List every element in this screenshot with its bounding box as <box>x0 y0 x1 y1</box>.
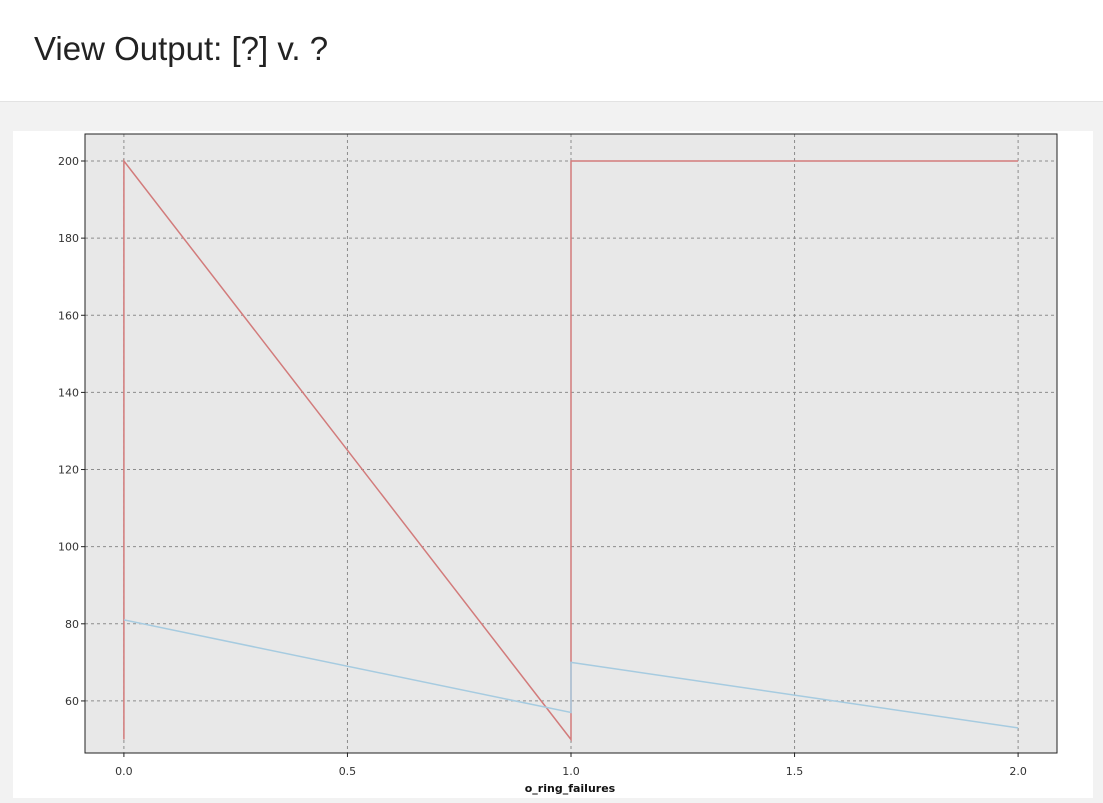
y-tick-label: 100 <box>58 541 79 554</box>
y-tick-label: 80 <box>65 618 79 631</box>
y-tick-label: 120 <box>58 464 79 477</box>
x-tick-label: 0.0 <box>115 765 133 778</box>
x-tick-label: 2.0 <box>1009 765 1027 778</box>
y-tick-label: 140 <box>58 386 79 399</box>
series-line-2 <box>123 619 1019 729</box>
y-tick-label: 160 <box>58 309 79 322</box>
x-tick-label: 0.5 <box>339 765 357 778</box>
y-tick-label: 60 <box>65 695 79 708</box>
page-title: View Output: [?] v. ? <box>34 30 329 67</box>
y-tick-label: 180 <box>58 232 79 245</box>
x-tick-label: 1.5 <box>786 765 804 778</box>
header: View Output: [?] v. ? <box>0 0 1103 102</box>
x-axis-title: o_ring_failures <box>525 782 616 795</box>
series-line-1 <box>123 158 1019 742</box>
y-tick-label: 200 <box>58 155 79 168</box>
x-tick-label: 1.0 <box>562 765 580 778</box>
